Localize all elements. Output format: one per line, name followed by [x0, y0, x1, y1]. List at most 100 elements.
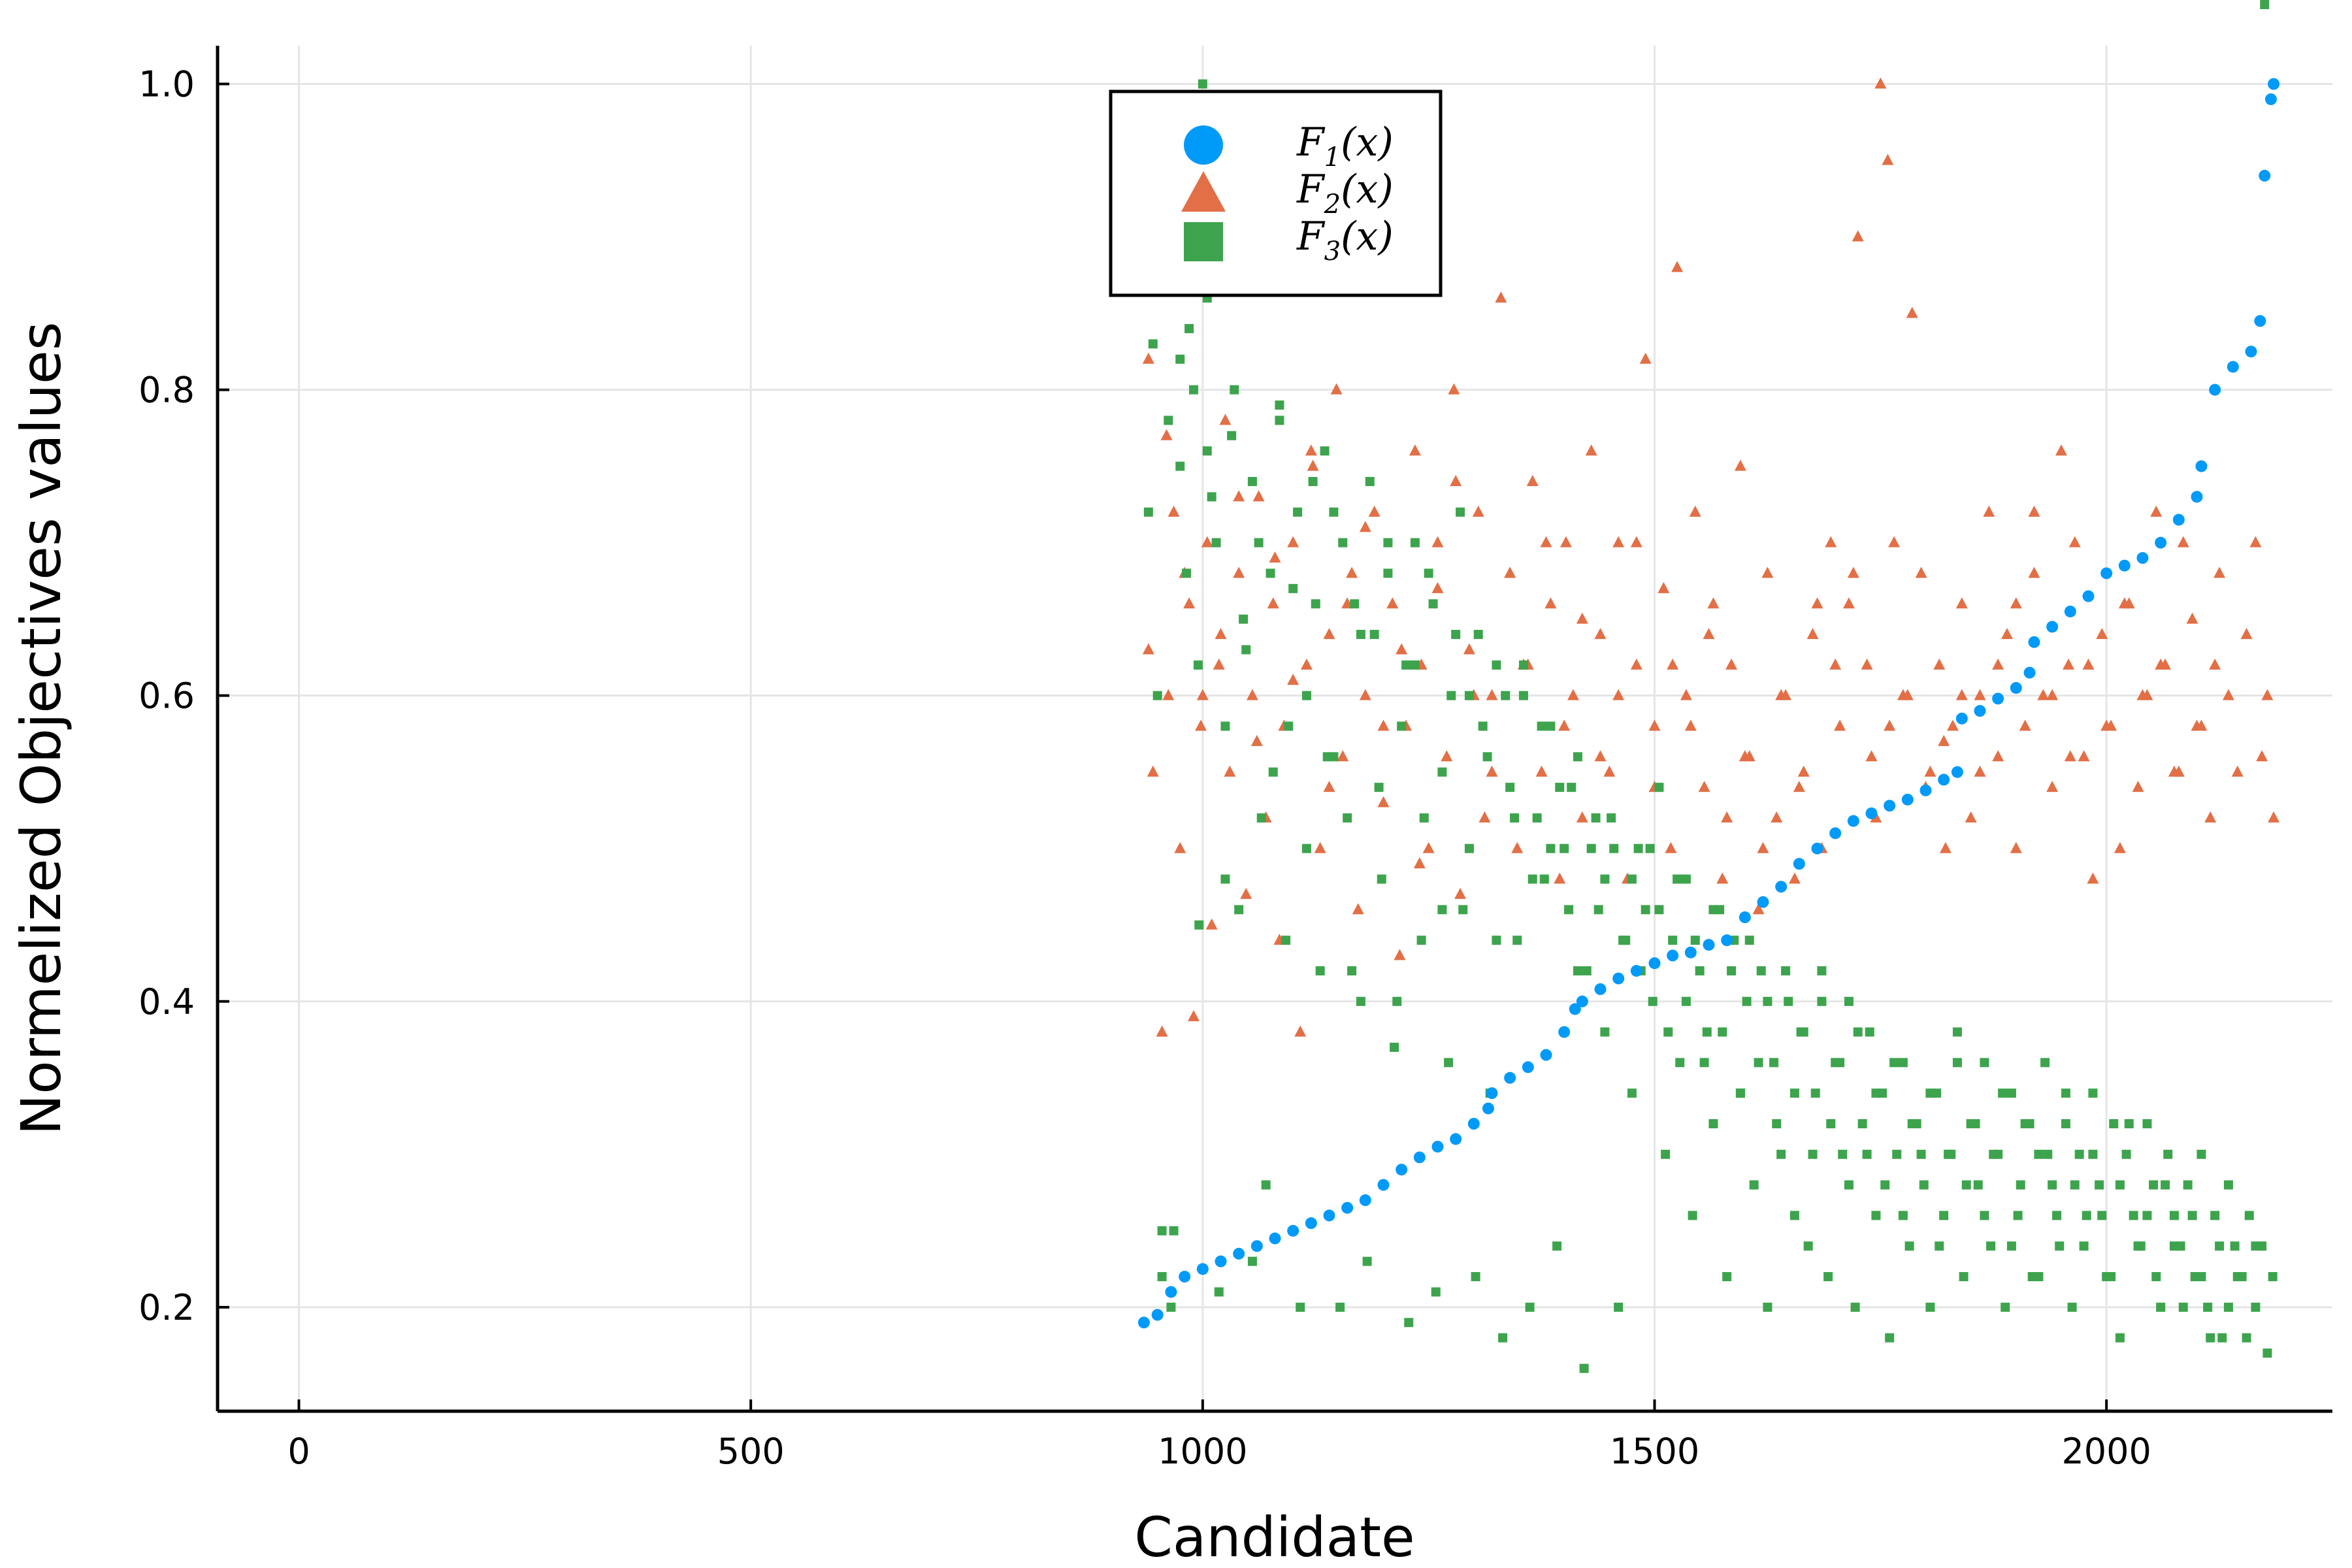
x-axis-ticks: 0 500 1000 1500 2000 — [287, 1399, 2151, 1472]
f3-point — [1835, 1058, 1845, 1068]
f3-point — [1582, 966, 1592, 975]
f3-point — [1220, 874, 1230, 884]
f3-point — [1471, 1272, 1480, 1282]
f3-point — [2040, 1058, 2050, 1068]
f3-point — [1281, 936, 1291, 945]
f3-point — [1392, 996, 1402, 1006]
f3-point — [2070, 1180, 2080, 1190]
legend-label-f3: F3(x) — [1296, 214, 1394, 267]
f3-point — [1810, 1088, 1820, 1098]
f2-point — [1196, 689, 1209, 700]
f2-point — [1188, 1010, 1200, 1022]
f2-point — [1396, 643, 1408, 655]
f3-point — [2074, 1149, 2084, 1159]
f3-point — [1675, 1058, 1685, 1068]
f3-point — [1492, 936, 1501, 945]
f3-point — [1256, 813, 1266, 823]
f2-point — [1233, 490, 1245, 502]
f3-point — [1288, 583, 1298, 593]
f2-point — [1716, 872, 1729, 884]
f1-point — [1612, 972, 1625, 985]
f3-point — [1735, 1088, 1745, 1098]
f3-point — [1579, 1364, 1589, 1373]
f2-point — [1806, 628, 1819, 640]
f3-point — [1850, 1302, 1860, 1312]
f3-point — [1189, 385, 1198, 395]
f1-point — [2064, 605, 2076, 617]
f3-point — [1944, 1149, 1953, 1159]
f1-point — [1829, 827, 1842, 840]
f2-point — [1323, 628, 1335, 640]
f3-point — [1600, 1027, 1610, 1037]
f3-point — [2178, 1302, 2188, 1312]
f1-point — [1901, 793, 1914, 806]
f3-point — [1789, 1088, 1799, 1098]
f3-point — [2001, 1302, 2010, 1312]
f3-point — [1157, 1226, 1167, 1235]
f2-point — [2172, 765, 2185, 777]
f3-point — [1862, 1149, 1872, 1159]
f3-point — [1532, 813, 1542, 823]
f3-point — [2067, 1302, 2077, 1312]
f1-point — [2268, 78, 2280, 90]
f2-point — [1156, 1025, 1168, 1037]
f3-point — [1510, 813, 1520, 823]
f3-point — [1157, 1272, 1167, 1282]
f2-point — [1413, 857, 1426, 869]
f3-point — [1343, 813, 1352, 823]
f3-point — [1919, 1180, 1929, 1190]
x-tick-label: 2000 — [2061, 1431, 2151, 1472]
f3-point — [1175, 354, 1185, 364]
f3-point — [1546, 843, 1556, 853]
f1-point — [2195, 460, 2208, 472]
f2-point — [1684, 719, 1697, 731]
f2-point — [1431, 581, 1444, 593]
f3-point — [2142, 1211, 2152, 1220]
f2-point — [1834, 719, 1846, 731]
legend-label-f1: F1(x) — [1296, 120, 1394, 172]
f3-point — [1555, 783, 1565, 792]
f2-point — [1323, 781, 1335, 792]
f2-point — [2010, 841, 2022, 853]
f2-point — [1775, 689, 1788, 700]
f3-point — [1699, 1058, 1709, 1068]
f1-point — [1884, 800, 1896, 812]
f2-point — [1992, 658, 2004, 670]
f3-point — [1742, 996, 1752, 1006]
f3-point — [1383, 568, 1393, 578]
f2-point — [1300, 658, 1313, 670]
f1-point — [2046, 621, 2059, 633]
f2-point — [1195, 719, 1207, 731]
f1-point — [2010, 681, 2022, 694]
f3-point — [2129, 1211, 2138, 1220]
f2-point — [1906, 306, 1918, 318]
f3-point — [1552, 1241, 1562, 1251]
f3-point — [1404, 1318, 1414, 1328]
f3-point — [1799, 1027, 1808, 1037]
f2-point — [1560, 536, 1572, 547]
f3-point — [1275, 400, 1284, 410]
f2-point — [1478, 811, 1491, 823]
f3-point — [1350, 599, 1360, 609]
f3-point — [1564, 905, 1574, 915]
f2-point — [1576, 811, 1588, 823]
f2-point — [2261, 689, 2274, 700]
f3-point — [1973, 1180, 1983, 1190]
f2-point — [2132, 781, 2144, 792]
f2-point — [2063, 658, 2075, 670]
f1-point — [1359, 1194, 1371, 1207]
f3-point — [1419, 813, 1429, 823]
f1-point — [2254, 315, 2266, 327]
f3-point — [1645, 843, 1655, 853]
f1-point — [1540, 1049, 1552, 1061]
f3-point — [1939, 1211, 1949, 1220]
f1-point — [2082, 590, 2095, 602]
f3-point — [1998, 1088, 2008, 1098]
f3-point — [1907, 1119, 1917, 1128]
f2-point — [2010, 597, 2022, 609]
f2-point — [1337, 750, 1349, 762]
f2-point — [2268, 811, 2280, 823]
f2-point — [1558, 719, 1571, 731]
f3-point — [1261, 1180, 1271, 1190]
f3-point — [1397, 721, 1407, 731]
